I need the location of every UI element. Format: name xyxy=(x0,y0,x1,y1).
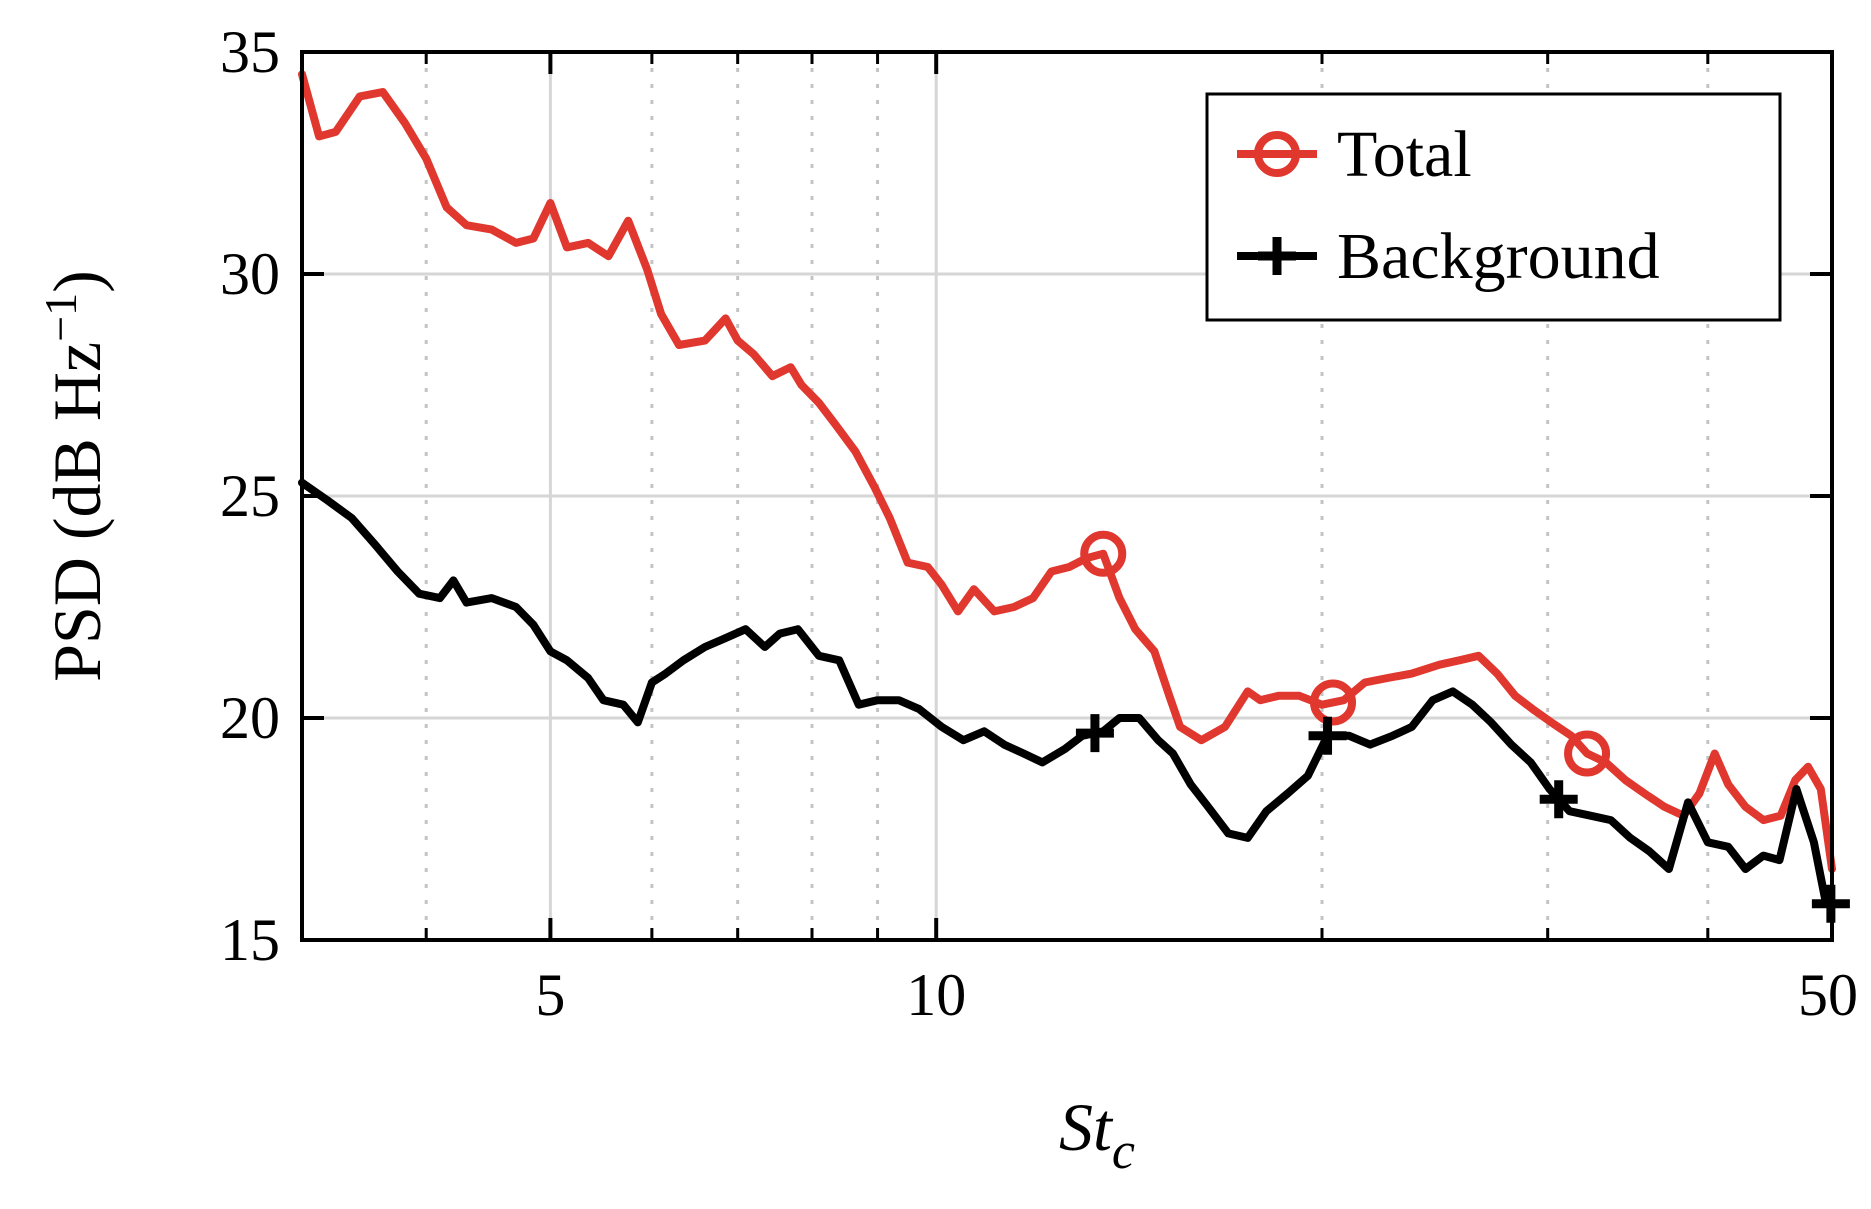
y-tick-label: 35 xyxy=(220,19,280,85)
series-line-background xyxy=(298,478,1836,909)
x-tick-label: 5 xyxy=(535,962,565,1028)
series-marker-total xyxy=(1080,530,1127,577)
x-axis-title-main: St xyxy=(1059,1089,1114,1165)
series-marker-background xyxy=(1308,716,1347,755)
y-axis-title: PSD (dB Hz−1) xyxy=(35,270,115,682)
legend-swatch-total xyxy=(1237,131,1317,177)
legend-box xyxy=(1205,92,1782,322)
x-tick-label: 10 xyxy=(906,962,966,1028)
axis-ticks: 15 20 25 30 35 5 10 50 xyxy=(220,19,1858,1028)
series-marker-background xyxy=(1539,780,1578,819)
y-tick-label: 25 xyxy=(220,463,280,529)
series-marker-total xyxy=(1564,730,1611,777)
series-marker-total xyxy=(1310,679,1357,726)
y-axis-title-end: ) xyxy=(39,270,115,293)
y-axis-title-main: PSD (dB Hz xyxy=(39,342,115,682)
series-markers xyxy=(1075,530,1850,923)
legend-label-background: Background xyxy=(1337,220,1660,293)
y-tick-label: 20 xyxy=(220,685,280,751)
y-tick-label: 30 xyxy=(220,241,280,307)
series-marker-background xyxy=(1075,714,1114,753)
y-axis-title-superscript: −1 xyxy=(35,293,86,342)
series-line-total xyxy=(298,70,1836,873)
x-axis-title: Stc xyxy=(1059,1089,1135,1180)
x-axis-title-subscript: c xyxy=(1112,1123,1135,1180)
y-tick-label: 15 xyxy=(220,907,280,973)
x-tick-label: 50 xyxy=(1798,962,1858,1028)
legend-swatch-marker xyxy=(1258,237,1296,275)
legend-label-total: Total xyxy=(1337,118,1472,191)
legend-swatch-background xyxy=(1237,237,1317,275)
legend: Total Background xyxy=(1205,92,1782,322)
legend-swatch-marker xyxy=(1254,131,1300,177)
